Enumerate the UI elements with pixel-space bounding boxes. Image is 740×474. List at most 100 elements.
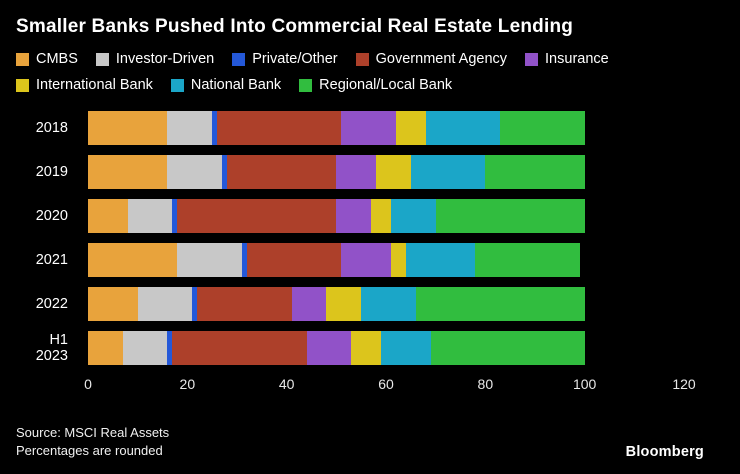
chart-row-2018: 2018 — [16, 106, 684, 150]
bar-segment-international-bank — [326, 287, 362, 321]
legend-item-cmbs: CMBS — [16, 48, 78, 70]
legend-swatch-regional-local-bank — [299, 78, 313, 92]
x-axis-tick: 60 — [378, 376, 394, 392]
bar-stack — [88, 287, 684, 321]
bar-segment-government-agency — [177, 199, 337, 233]
source-line: Source: MSCI Real Assets — [16, 425, 170, 440]
category-label: H1 2023 — [35, 332, 68, 364]
legend: CMBS Investor-Driven Private/Other Governme… — [16, 48, 676, 96]
legend-swatch-government-agency — [355, 52, 369, 66]
category-label: 2020 — [35, 208, 68, 224]
x-axis-tick: 0 — [84, 376, 92, 392]
legend-label: Insurance — [545, 51, 609, 67]
category-label: 2021 — [35, 252, 68, 268]
legend-item-insurance: Insurance — [525, 48, 609, 70]
bar-segment-investor-driven — [177, 243, 242, 277]
bar-segment-investor-driven — [167, 111, 213, 145]
bar-segment-private-other — [192, 287, 198, 321]
legend-swatch-investor-driven — [95, 52, 109, 66]
x-axis-tick: 40 — [278, 376, 295, 392]
chart-row-2022: 2022 — [16, 282, 684, 326]
legend-item-investor-driven: Investor-Driven — [95, 48, 215, 70]
chart-row-h1-2023: H1 2023 — [16, 326, 684, 370]
legend-item-national-bank: National Bank — [170, 74, 282, 96]
bar-segment-regional-local-bank — [500, 111, 585, 145]
bar-stack — [88, 111, 684, 145]
bar-segment-international-bank — [376, 155, 411, 189]
category-label: 2018 — [35, 120, 68, 136]
legend-item-government-agency: Government Agency — [355, 48, 508, 70]
bar-segment-insurance — [336, 155, 377, 189]
chart-rows: 2018 2019 2020 2021 2022 H1 2023 — [16, 106, 684, 370]
bar-segment-investor-driven — [137, 287, 193, 321]
category-label: 2019 — [35, 164, 68, 180]
bar-segment-national-bank — [410, 155, 486, 189]
bar-segment-national-bank — [405, 243, 476, 277]
x-axis-tick: 100 — [572, 376, 597, 392]
legend-label: Investor-Driven — [115, 51, 215, 67]
bar-segment-national-bank — [425, 111, 501, 145]
bar-segment-regional-local-bank — [415, 287, 585, 321]
bar-segment-insurance — [341, 243, 391, 277]
chart-row-2020: 2020 — [16, 194, 684, 238]
bar-segment-private-other — [222, 155, 228, 189]
bar-stack — [88, 199, 684, 233]
bar-segment-regional-local-bank — [430, 331, 585, 365]
legend-label: Regional/Local Bank — [319, 77, 453, 93]
bar-segment-national-bank — [380, 331, 431, 365]
bar-segment-cmbs — [88, 199, 128, 233]
legend-item-regional-local-bank: Regional/Local Bank — [299, 74, 452, 96]
source-note-line: Percentages are rounded — [16, 443, 163, 458]
bar-segment-cmbs — [88, 155, 168, 189]
bar-segment-private-other — [172, 199, 178, 233]
bar-segment-private-other — [167, 331, 173, 365]
bar-stack — [88, 331, 684, 365]
legend-item-international-bank: International Bank — [16, 74, 153, 96]
legend-label: CMBS — [36, 51, 78, 67]
legend-label: Private/Other — [252, 51, 338, 67]
bar-segment-private-other — [212, 111, 218, 145]
legend-label: National Bank — [190, 77, 282, 93]
bar-segment-regional-local-bank — [485, 155, 585, 189]
legend-label: Government Agency — [375, 51, 508, 67]
legend-swatch-cmbs — [16, 52, 29, 66]
bar-segment-cmbs — [88, 243, 178, 277]
bar-segment-international-bank — [351, 331, 381, 365]
bar-segment-insurance — [336, 199, 372, 233]
source-note: Source: MSCI Real Assets Percentages are… — [16, 424, 169, 460]
bar-segment-investor-driven — [127, 199, 173, 233]
bloomberg-logo: Bloomberg — [625, 444, 704, 460]
bar-segment-cmbs — [88, 111, 168, 145]
legend-item-private-other: Private/Other — [232, 48, 338, 70]
bar-segment-national-bank — [390, 199, 436, 233]
bar-segment-insurance — [306, 331, 352, 365]
bar-segment-government-agency — [197, 287, 292, 321]
category-label: 2022 — [35, 296, 68, 312]
chart-row-2019: 2019 — [16, 150, 684, 194]
bar-segment-international-bank — [395, 111, 426, 145]
x-axis-tick: 120 — [672, 376, 696, 392]
bar-stack — [88, 155, 684, 189]
bar-segment-government-agency — [217, 111, 342, 145]
chart-row-2021: 2021 — [16, 238, 684, 282]
bar-segment-regional-local-bank — [435, 199, 585, 233]
bar-stack — [88, 243, 684, 277]
bar-segment-international-bank — [390, 243, 406, 277]
x-axis-tick: 20 — [179, 376, 196, 392]
footer: Source: MSCI Real Assets Percentages are… — [16, 424, 724, 464]
bar-segment-investor-driven — [167, 155, 223, 189]
bar-segment-government-agency — [246, 243, 342, 277]
legend-swatch-national-bank — [170, 78, 184, 92]
bar-segment-private-other — [241, 243, 247, 277]
legend-swatch-international-bank — [16, 78, 29, 92]
x-axis: 0 20 40 60 80 100 120 — [84, 374, 696, 400]
bar-segment-government-agency — [227, 155, 337, 189]
x-axis-tick: 80 — [477, 376, 494, 392]
bar-segment-government-agency — [172, 331, 307, 365]
bar-segment-investor-driven — [122, 331, 168, 365]
legend-swatch-private-other — [232, 52, 246, 66]
stacked-bar-chart: 2018 2019 2020 2021 2022 H1 2023 0 20 40 60 80 100… — [16, 106, 724, 400]
bar-segment-national-bank — [361, 287, 416, 321]
bar-segment-cmbs — [88, 287, 138, 321]
